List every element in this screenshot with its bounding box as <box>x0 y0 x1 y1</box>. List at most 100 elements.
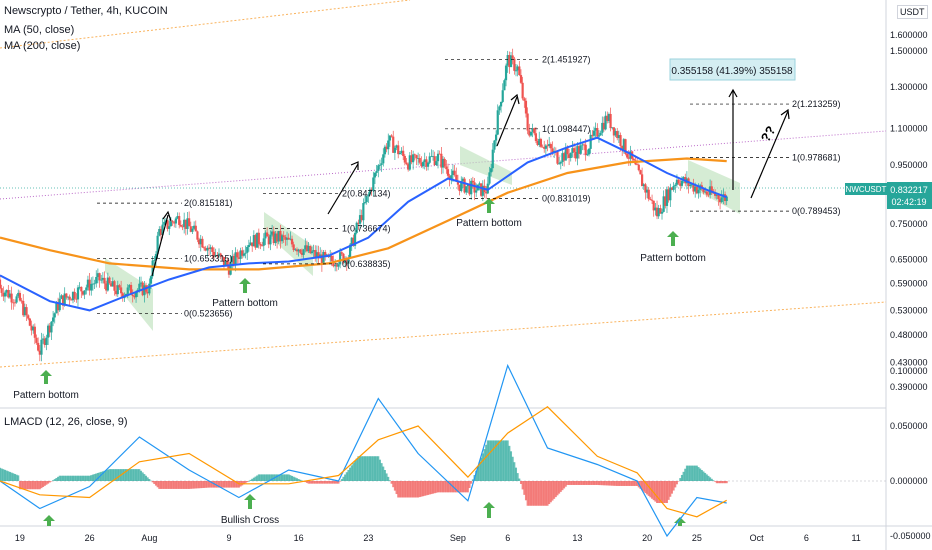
macd-histogram-bar <box>694 465 697 481</box>
candle-body <box>617 135 620 139</box>
ma50-legend[interactable]: MA (50, close) <box>4 24 75 36</box>
candle-body <box>134 292 138 298</box>
candle-body <box>75 298 78 300</box>
candle-body <box>120 287 123 294</box>
macd-lines[interactable] <box>0 363 727 538</box>
time-tick-label: 6 <box>804 533 809 543</box>
macd-histogram-bar <box>468 481 471 489</box>
macd-histogram-bar <box>604 481 607 486</box>
candle-body <box>576 146 579 159</box>
macd-histogram-bar <box>579 481 582 485</box>
time-axis[interactable]: 19 26 Aug 9 16 23 Sep 6 13 20 25 Oct 6 11 <box>15 533 861 543</box>
channel-lower-line[interactable] <box>0 301 887 368</box>
macd-histogram-bar <box>566 481 569 485</box>
macd-histogram-bar <box>505 440 508 481</box>
candle-body <box>586 154 589 156</box>
macd-histogram-bar <box>76 475 79 481</box>
channel-upper-line[interactable] <box>0 0 411 49</box>
currency-label[interactable]: USDT <box>897 5 928 19</box>
macd-histogram-bar <box>85 475 88 481</box>
candle-body <box>579 145 582 154</box>
wedge-pattern[interactable] <box>460 146 512 185</box>
macd-histogram-bar <box>624 481 627 486</box>
measure-box[interactable] <box>669 58 796 81</box>
macd-histogram-bar <box>634 481 637 486</box>
candle-body <box>312 250 315 252</box>
candles-layer[interactable] <box>0 48 728 362</box>
candle-body <box>589 134 592 149</box>
macd-legend[interactable]: LMACD (12, 26, close, 9) <box>4 416 128 428</box>
macd-histogram[interactable] <box>0 440 728 506</box>
macd-histogram-bar <box>247 481 250 482</box>
candle-body <box>90 283 93 291</box>
macd-histogram-bar <box>307 481 310 484</box>
candle-body <box>251 242 254 247</box>
candle-body <box>282 235 285 237</box>
candle-body <box>704 191 707 193</box>
time-tick-label: 6 <box>505 533 510 543</box>
candle-body <box>697 189 700 194</box>
macd-histogram-bar <box>10 472 13 481</box>
macd-histogram-bar <box>725 481 728 484</box>
candle-body <box>463 178 466 193</box>
candle-body <box>705 191 708 195</box>
candle-body <box>499 101 503 107</box>
wedge-patterns[interactable] <box>105 146 740 331</box>
macd-histogram-bar <box>35 481 38 490</box>
candle-body <box>645 189 649 193</box>
candle-body <box>212 251 216 257</box>
candle-body <box>531 128 534 132</box>
candle-body <box>80 286 83 292</box>
candle-body <box>446 169 450 176</box>
macd-histogram-bar <box>271 474 274 481</box>
macd-histogram-bar <box>478 462 481 481</box>
macd-histogram-bar <box>320 481 323 484</box>
macd-histogram-bar <box>83 475 86 481</box>
candle-body <box>344 258 347 263</box>
macd-histogram-bar <box>221 481 224 488</box>
ma200-legend[interactable]: MA (200, close) <box>4 40 81 52</box>
candle-body <box>22 300 25 316</box>
candle-body <box>641 174 644 187</box>
macd-histogram-bar <box>569 481 572 485</box>
candle-body <box>491 149 494 169</box>
macd-axis[interactable]: 0.100000 0.050000 0.000000 -0.050000 <box>890 366 931 541</box>
macd-histogram-bar <box>674 481 677 488</box>
candle-body <box>310 251 314 254</box>
candle-body <box>398 153 401 155</box>
candle-body <box>63 293 66 306</box>
candle-body <box>662 196 665 212</box>
macd-histogram-bar <box>511 456 514 481</box>
macd-histogram-bar <box>300 480 303 482</box>
candle-body <box>108 277 111 284</box>
candle-body <box>35 337 38 343</box>
macd-histogram-bar <box>541 481 544 506</box>
price-axis[interactable]: 1.600000 1.500000 1.300000 1.100000 0.950000… <box>890 30 928 392</box>
candle-body <box>178 216 181 225</box>
macd-histogram-bar <box>437 481 440 493</box>
candle-body <box>680 180 684 186</box>
price-tick-label: 0.750000 <box>890 219 928 229</box>
candle-body <box>66 296 70 298</box>
fib-levels[interactable]: 0(0.523656) 1(0.653315) 2(0.815181) 0(0.638… <box>97 54 841 318</box>
macd-histogram-bar <box>27 481 30 490</box>
candle-body <box>624 139 627 154</box>
candle-body <box>506 55 509 66</box>
macd-histogram-bar <box>656 481 659 503</box>
symbol-title[interactable]: Newscrypto / Tether, 4h, KUCOIN <box>4 5 168 17</box>
macd-histogram-bar <box>164 481 167 489</box>
candle-body <box>516 66 519 71</box>
candle-body <box>423 159 426 163</box>
candle-body <box>591 134 594 136</box>
candle-body <box>451 170 455 176</box>
macd-histogram-bar <box>289 475 292 481</box>
moving-averages-layer <box>0 136 728 312</box>
macd-histogram-bar <box>490 440 493 481</box>
macd-histogram-bar <box>229 481 232 488</box>
signal-line <box>0 406 727 518</box>
macd-histogram-bar <box>261 474 264 481</box>
macd-histogram-bar <box>639 481 642 489</box>
candle-body <box>611 127 614 129</box>
